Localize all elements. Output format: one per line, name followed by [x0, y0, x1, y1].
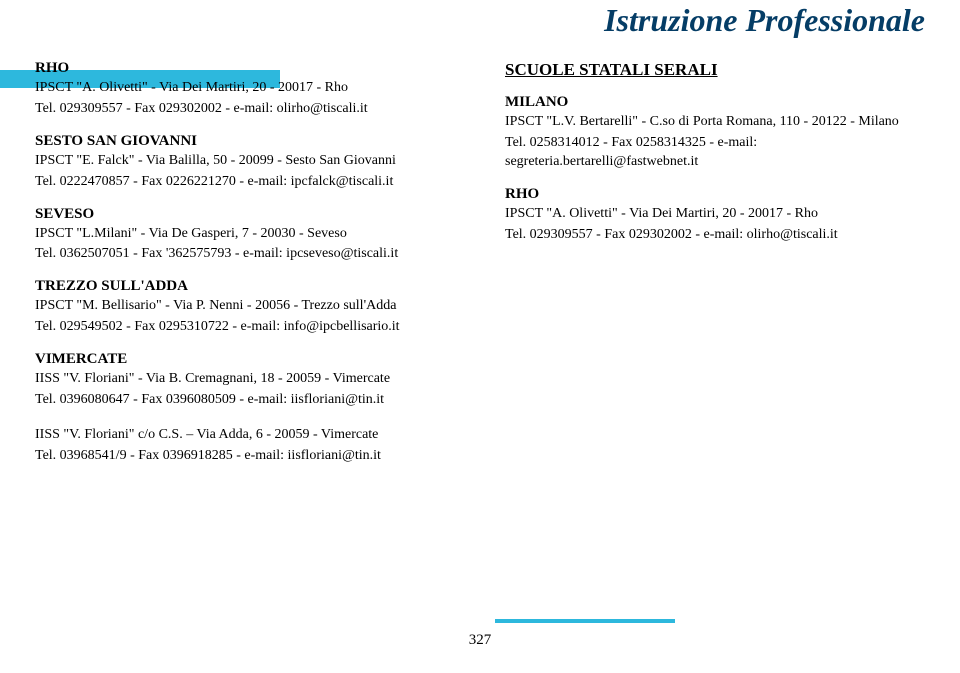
entry-line: IPSCT "M. Bellisario" - Via P. Nenni - 2… [35, 297, 445, 316]
entry-line: IISS "V. Floriani" - Via B. Cremagnani, … [35, 370, 445, 389]
entry-line: Tel. 0258314012 - Fax 0258314325 - e-mai… [505, 134, 925, 172]
entry-line: IPSCT "L.Milani" - Via De Gasperi, 7 - 2… [35, 225, 445, 244]
section-heading-serali: SCUOLE STATALI SERALI [505, 60, 925, 80]
entry-line: Tel. 0396080647 - Fax 0396080509 - e-mai… [35, 391, 445, 410]
entry-line: Tel. 0362507051 - Fax '362575793 - e-mai… [35, 245, 445, 264]
left-column: RHO IPSCT "A. Olivetti" - Via Dei Martiri… [0, 52, 480, 468]
city-heading: SEVESO [35, 206, 445, 223]
page-number: 327 [0, 632, 960, 649]
content-columns: RHO IPSCT "A. Olivetti" - Via Dei Martiri… [0, 52, 960, 468]
city-heading: TREZZO SULL'ADDA [35, 278, 445, 295]
entry-line: IPSCT "E. Falck" - Via Balilla, 50 - 200… [35, 152, 445, 171]
entry-line: IISS "V. Floriani" c/o C.S. – Via Adda, … [35, 426, 445, 445]
entry-line: Tel. 029309557 - Fax 029302002 - e-mail:… [505, 226, 925, 245]
entry-line: IPSCT "A. Olivetti" - Via Dei Martiri, 2… [505, 205, 925, 224]
city-heading: SESTO SAN GIOVANNI [35, 133, 445, 150]
entry-line: Tel. 0222470857 - Fax 0226221270 - e-mai… [35, 173, 445, 192]
right-column: SCUOLE STATALI SERALI MILANO IPSCT "L.V. … [480, 52, 960, 468]
entry-line: IPSCT "L.V. Bertarelli" - C.so di Porta … [505, 113, 925, 132]
footer-accent-rule [495, 619, 675, 623]
entry-line: Tel. 029309557 - Fax 029302002 - e-mail:… [35, 100, 445, 119]
entry-line: Tel. 029549502 - Fax 0295310722 - e-mail… [35, 318, 445, 337]
city-heading: VIMERCATE [35, 351, 445, 368]
city-heading: RHO [35, 60, 445, 77]
city-heading: RHO [505, 186, 925, 203]
page-title: Istruzione Professionale [604, 2, 925, 39]
city-heading: MILANO [505, 94, 925, 111]
entry-line: Tel. 03968541/9 - Fax 0396918285 - e-mai… [35, 447, 445, 466]
entry-line: IPSCT "A. Olivetti" - Via Dei Martiri, 2… [35, 79, 445, 98]
